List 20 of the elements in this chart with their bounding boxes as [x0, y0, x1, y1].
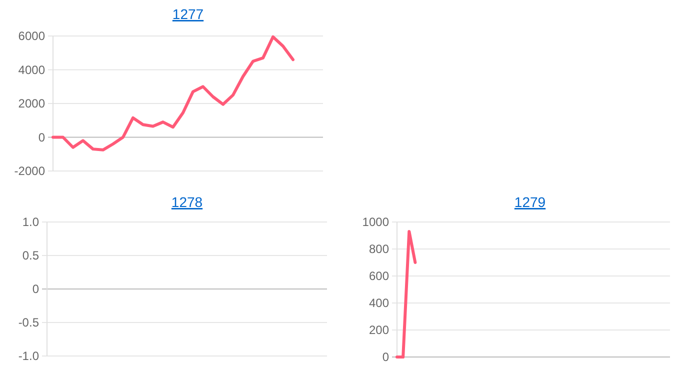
- y-tick-label: -0.5: [18, 316, 40, 330]
- y-tick-label: -1.0: [18, 349, 40, 364]
- line-series: [52, 35, 294, 152]
- y-tick-label: 0: [38, 130, 46, 144]
- y-tick-label: 4000: [18, 62, 46, 77]
- y-tick-label: 200: [368, 323, 390, 338]
- chart-title: 1279: [514, 194, 546, 210]
- y-tick-label: 0.5: [22, 248, 40, 263]
- chart-title: 1277: [172, 6, 204, 22]
- y-tick-label: 400: [368, 296, 390, 310]
- y-tick-label: 800: [368, 242, 390, 256]
- y-tick-label: 2000: [18, 96, 46, 111]
- y-tick-label: 6000: [18, 29, 46, 44]
- chart-title: 1278: [171, 194, 203, 210]
- y-tick-label: 0: [382, 350, 390, 364]
- y-tick-label: 1.0: [22, 215, 40, 230]
- y-tick-label: 600: [368, 269, 390, 284]
- y-tick-label: 1000: [362, 215, 390, 230]
- y-tick-label: -2000: [14, 164, 46, 178]
- y-tick-label: 0: [32, 282, 40, 296]
